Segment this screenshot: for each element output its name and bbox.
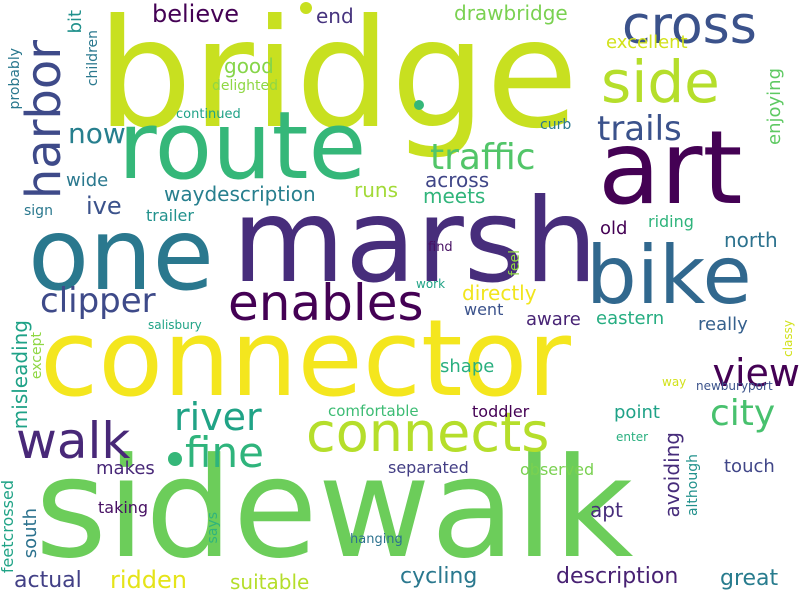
word-cross: cross	[622, 0, 757, 56]
word-great: great	[720, 566, 779, 591]
word-drawbridge: drawbridge	[454, 1, 568, 25]
word-walk: walk	[16, 412, 131, 470]
word-city: city	[710, 393, 776, 434]
word-separated: separated	[388, 458, 469, 477]
word-bridge: bridge	[97, 0, 579, 162]
word-sign: sign	[24, 203, 53, 219]
word-sidewalk: sidewalk	[35, 428, 634, 589]
word-north: north	[724, 228, 778, 252]
word-continued: continued	[176, 107, 241, 122]
word-enjoying: enjoying	[764, 68, 785, 145]
word-newburyport: newburyport	[696, 379, 773, 393]
word-art: art	[598, 109, 743, 228]
word-connects: connects	[306, 401, 550, 464]
word-excellent: excellent	[606, 32, 688, 53]
word-says: says	[205, 512, 221, 544]
word-delighted: delighted	[212, 78, 279, 94]
word-good: good	[224, 54, 274, 78]
word-riding: riding	[648, 212, 694, 231]
word-old: old	[600, 218, 628, 239]
word-runs: runs	[354, 178, 398, 202]
word-observed: observed	[520, 460, 595, 479]
decorative-dot	[168, 452, 182, 466]
word-route: route	[118, 92, 367, 201]
word-suitable: suitable	[230, 570, 310, 594]
word-side: side	[601, 48, 720, 116]
word-traffic: traffic	[430, 137, 536, 178]
word-one: one	[28, 196, 215, 313]
word-point: point	[614, 402, 660, 423]
word-description: description	[556, 564, 679, 589]
word-cycling: cycling	[400, 564, 478, 589]
word-bit: bit	[65, 10, 86, 34]
word-eastern: eastern	[596, 308, 665, 329]
word-river: river	[174, 395, 262, 439]
word-believe: believe	[152, 0, 240, 28]
word-salisbury: salisbury	[148, 318, 202, 332]
decorative-dot	[300, 2, 312, 14]
word-probably: probably	[7, 48, 23, 110]
word-apt: apt	[590, 498, 623, 522]
word-end: end	[316, 4, 354, 28]
word-actual: actual	[14, 568, 82, 593]
word-enables: enables	[228, 274, 424, 332]
word-waydescription: waydescription	[164, 182, 316, 206]
word-hanging: hanging	[350, 532, 403, 547]
word-toddler: toddler	[472, 402, 530, 421]
word-aware: aware	[526, 309, 581, 330]
word-makes: makes	[96, 458, 155, 479]
word-meets: meets	[423, 184, 486, 208]
word-now: now	[68, 117, 126, 150]
word-find: find	[428, 240, 453, 255]
word-directly: directly	[462, 281, 537, 305]
decorative-dot	[414, 100, 424, 110]
word-south: south	[20, 508, 41, 559]
word-way: way	[662, 375, 687, 389]
word-except: except	[29, 332, 45, 380]
word-harbor: harbor	[16, 40, 72, 200]
word-fine: fine	[185, 428, 264, 477]
word-although: although	[685, 454, 701, 517]
word-view: view	[712, 351, 800, 395]
word-went: went	[464, 300, 504, 319]
word-trails: trails	[597, 109, 682, 149]
word-work: work	[416, 277, 446, 291]
word-taking: taking	[98, 498, 149, 517]
word-enter: enter	[616, 430, 649, 444]
word-classy: classy	[781, 320, 795, 357]
word-ive: ive	[86, 192, 122, 220]
word-avoiding: avoiding	[660, 432, 684, 518]
word-wide: wide	[66, 170, 109, 191]
word-connector: connector	[40, 297, 571, 420]
word-feel: feel	[507, 250, 523, 277]
word-misleading: misleading	[8, 320, 32, 430]
word-bike: bike	[586, 229, 752, 322]
word-really: really	[698, 314, 748, 335]
word-across: across	[425, 168, 490, 192]
word-touch: touch	[724, 456, 775, 477]
word-feetcrossed: feetcrossed	[0, 480, 17, 574]
word-trailer: trailer	[146, 206, 194, 225]
word-curb: curb	[540, 117, 572, 133]
word-ridden: ridden	[110, 566, 187, 594]
word-comfortable: comfortable	[328, 402, 419, 420]
word-marsh: marsh	[232, 174, 598, 309]
word-shape: shape	[440, 356, 495, 377]
word-children: children	[85, 30, 101, 87]
word-clipper: clipper	[40, 281, 156, 321]
